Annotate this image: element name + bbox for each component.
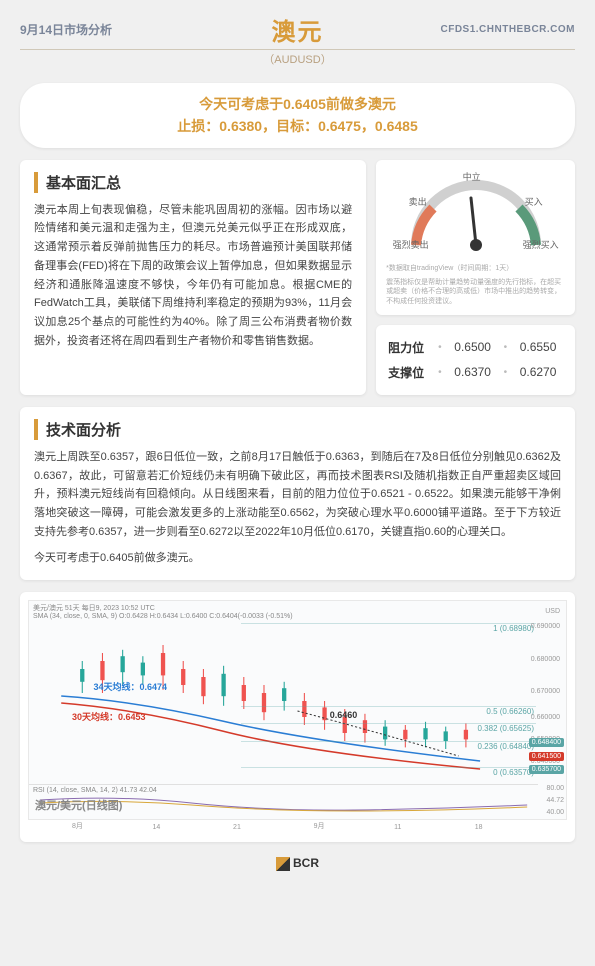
fundamental-title: 基本面汇总 xyxy=(34,172,352,193)
rsi-title: 澳元/美元(日线图) xyxy=(35,797,122,813)
rsi-tick: 44.72 xyxy=(546,797,564,804)
footer: BCR xyxy=(0,842,595,875)
fundamental-card: 基本面汇总 澳元本周上旬表现偏稳，尽管未能巩固周初的涨幅。因市场以避险情绪和美元… xyxy=(20,160,366,395)
rsi-tick: 40.00 xyxy=(546,809,564,816)
gauge-buy: 买入 xyxy=(525,195,543,208)
header-divider xyxy=(20,49,575,50)
y-tick: 0.670000 xyxy=(531,688,560,695)
row-1: 基本面汇总 澳元本周上旬表现偏稳，尽管未能巩固周初的涨幅。因市场以避险情绪和美元… xyxy=(20,160,575,395)
ma-annotation: 0.6460 xyxy=(330,710,358,720)
resistance-2: 0.6550 xyxy=(513,340,563,354)
chart-stats: SMA (34, close, 0, SMA, 9) O:0.6428 H:0.… xyxy=(33,613,293,620)
y-tick: 0.680000 xyxy=(531,656,560,663)
gauge-strong-buy: 强烈买入 xyxy=(523,238,559,251)
header-url: CFDS1.CHNTHEBCR.COM xyxy=(390,24,575,35)
title-block: 澳元 xyxy=(205,12,390,47)
price-tag: 0.641500 xyxy=(529,752,564,761)
header: 9月14日市场分析 澳元 CFDS1.CHNTHEBCR.COM xyxy=(0,0,595,49)
fib-line: 0.5 (0.66260) xyxy=(241,706,536,716)
fib-line: 0 (0.63570) xyxy=(241,767,536,777)
reco-line2: 止损：0.6380，目标：0.6475，0.6485 xyxy=(35,115,560,137)
technical-title: 技术面分析 xyxy=(34,419,561,440)
fib-line: 0.382 (0.65625) xyxy=(241,723,536,733)
price-tag: 0.648400 xyxy=(529,738,564,747)
resistance-1: 0.6500 xyxy=(448,340,498,354)
y-tick: USD xyxy=(545,608,560,615)
x-tick: 18 xyxy=(475,824,483,831)
technical-conclusion: 今天可考虑于0.6405前做多澳元。 xyxy=(34,549,561,568)
chart-header: 美元/澳元 51天 每日9, 2023 10:52 UTC xyxy=(33,603,155,613)
support-row: 支撑位 • 0.6370 • 0.6270 xyxy=(388,360,563,385)
gauge: 强烈卖出 卖出 中立 买入 强烈买入 xyxy=(401,170,551,260)
y-tick: 0.690000 xyxy=(531,623,560,630)
resistance-row: 阻力位 • 0.6500 • 0.6550 xyxy=(388,335,563,360)
fib-line: 0.236 (0.64840) xyxy=(241,741,536,751)
resistance-label: 阻力位 xyxy=(388,339,432,356)
subtitle: （AUDUSD） xyxy=(0,50,595,68)
right-column: 强烈卖出 卖出 中立 买入 强烈买入 *数据取自tradingView（时间周期… xyxy=(376,160,575,395)
levels-card: 阻力位 • 0.6500 • 0.6550 支撑位 • 0.6370 • 0.6… xyxy=(376,325,575,395)
x-tick: 21 xyxy=(233,824,241,831)
gauge-neutral: 中立 xyxy=(463,170,481,183)
brand-icon xyxy=(276,857,290,871)
fib-line: 1 (0.68980) xyxy=(241,623,536,633)
gauge-sell: 卖出 xyxy=(409,195,427,208)
brand-text: BCR xyxy=(293,856,319,870)
x-tick: 11 xyxy=(394,824,401,831)
chart-card: 美元/澳元 51天 每日9, 2023 10:52 UTC SMA (34, c… xyxy=(20,592,575,842)
gauge-note1: *数据取自tradingView（时间周期：1天） xyxy=(386,264,565,274)
ma-annotation: 34天均线：0.6474 xyxy=(93,680,167,693)
title-main: 澳元 xyxy=(205,12,390,47)
rsi-tick: 80.00 xyxy=(546,785,564,792)
x-tick: 9月 xyxy=(314,821,325,831)
date-label: 9月14日市场分析 xyxy=(20,21,205,38)
chart-area: 美元/澳元 51天 每日9, 2023 10:52 UTC SMA (34, c… xyxy=(28,600,567,820)
gauge-strong-sell: 强烈卖出 xyxy=(393,238,429,251)
y-tick: 0.660000 xyxy=(531,714,560,721)
recommendation-card: 今天可考虑于0.6405前做多澳元 止损：0.6380，目标：0.6475，0.… xyxy=(20,83,575,148)
support-2: 0.6270 xyxy=(513,365,563,379)
support-1: 0.6370 xyxy=(448,365,498,379)
x-tick: 8月 xyxy=(72,821,83,831)
fundamental-body: 澳元本周上旬表现偏稳，尽管未能巩固周初的涨幅。因市场以避险情绪和美元温和走强为主… xyxy=(34,201,352,351)
page: 9月14日市场分析 澳元 CFDS1.CHNTHEBCR.COM （AUDUSD… xyxy=(0,0,595,966)
reco-line1: 今天可考虑于0.6405前做多澳元 xyxy=(35,93,560,115)
ma-annotation: 30天均线：0.6453 xyxy=(72,710,146,723)
gauge-card: 强烈卖出 卖出 中立 买入 强烈买入 *数据取自tradingView（时间周期… xyxy=(376,160,575,315)
x-tick: 14 xyxy=(153,824,161,831)
technical-card: 技术面分析 澳元上周跌至0.6357，跟6日低位一致，之前8月17日触低于0.6… xyxy=(20,407,575,580)
rsi-panel: RSI (14, close, SMA, 14, 2) 41.73 42.04 … xyxy=(29,784,538,819)
rsi-header: RSI (14, close, SMA, 14, 2) 41.73 42.04 xyxy=(33,787,157,794)
technical-body: 澳元上周跌至0.6357，跟6日低位一致，之前8月17日触低于0.6363，到随… xyxy=(34,448,561,541)
gauge-note2: 震荡指标仅是帮助计量趋势动量强度的先行指标，在超买或超卖（价格不合理的高或低）市… xyxy=(386,278,565,307)
price-tag: 0.635700 xyxy=(529,765,564,774)
support-label: 支撑位 xyxy=(388,364,432,381)
